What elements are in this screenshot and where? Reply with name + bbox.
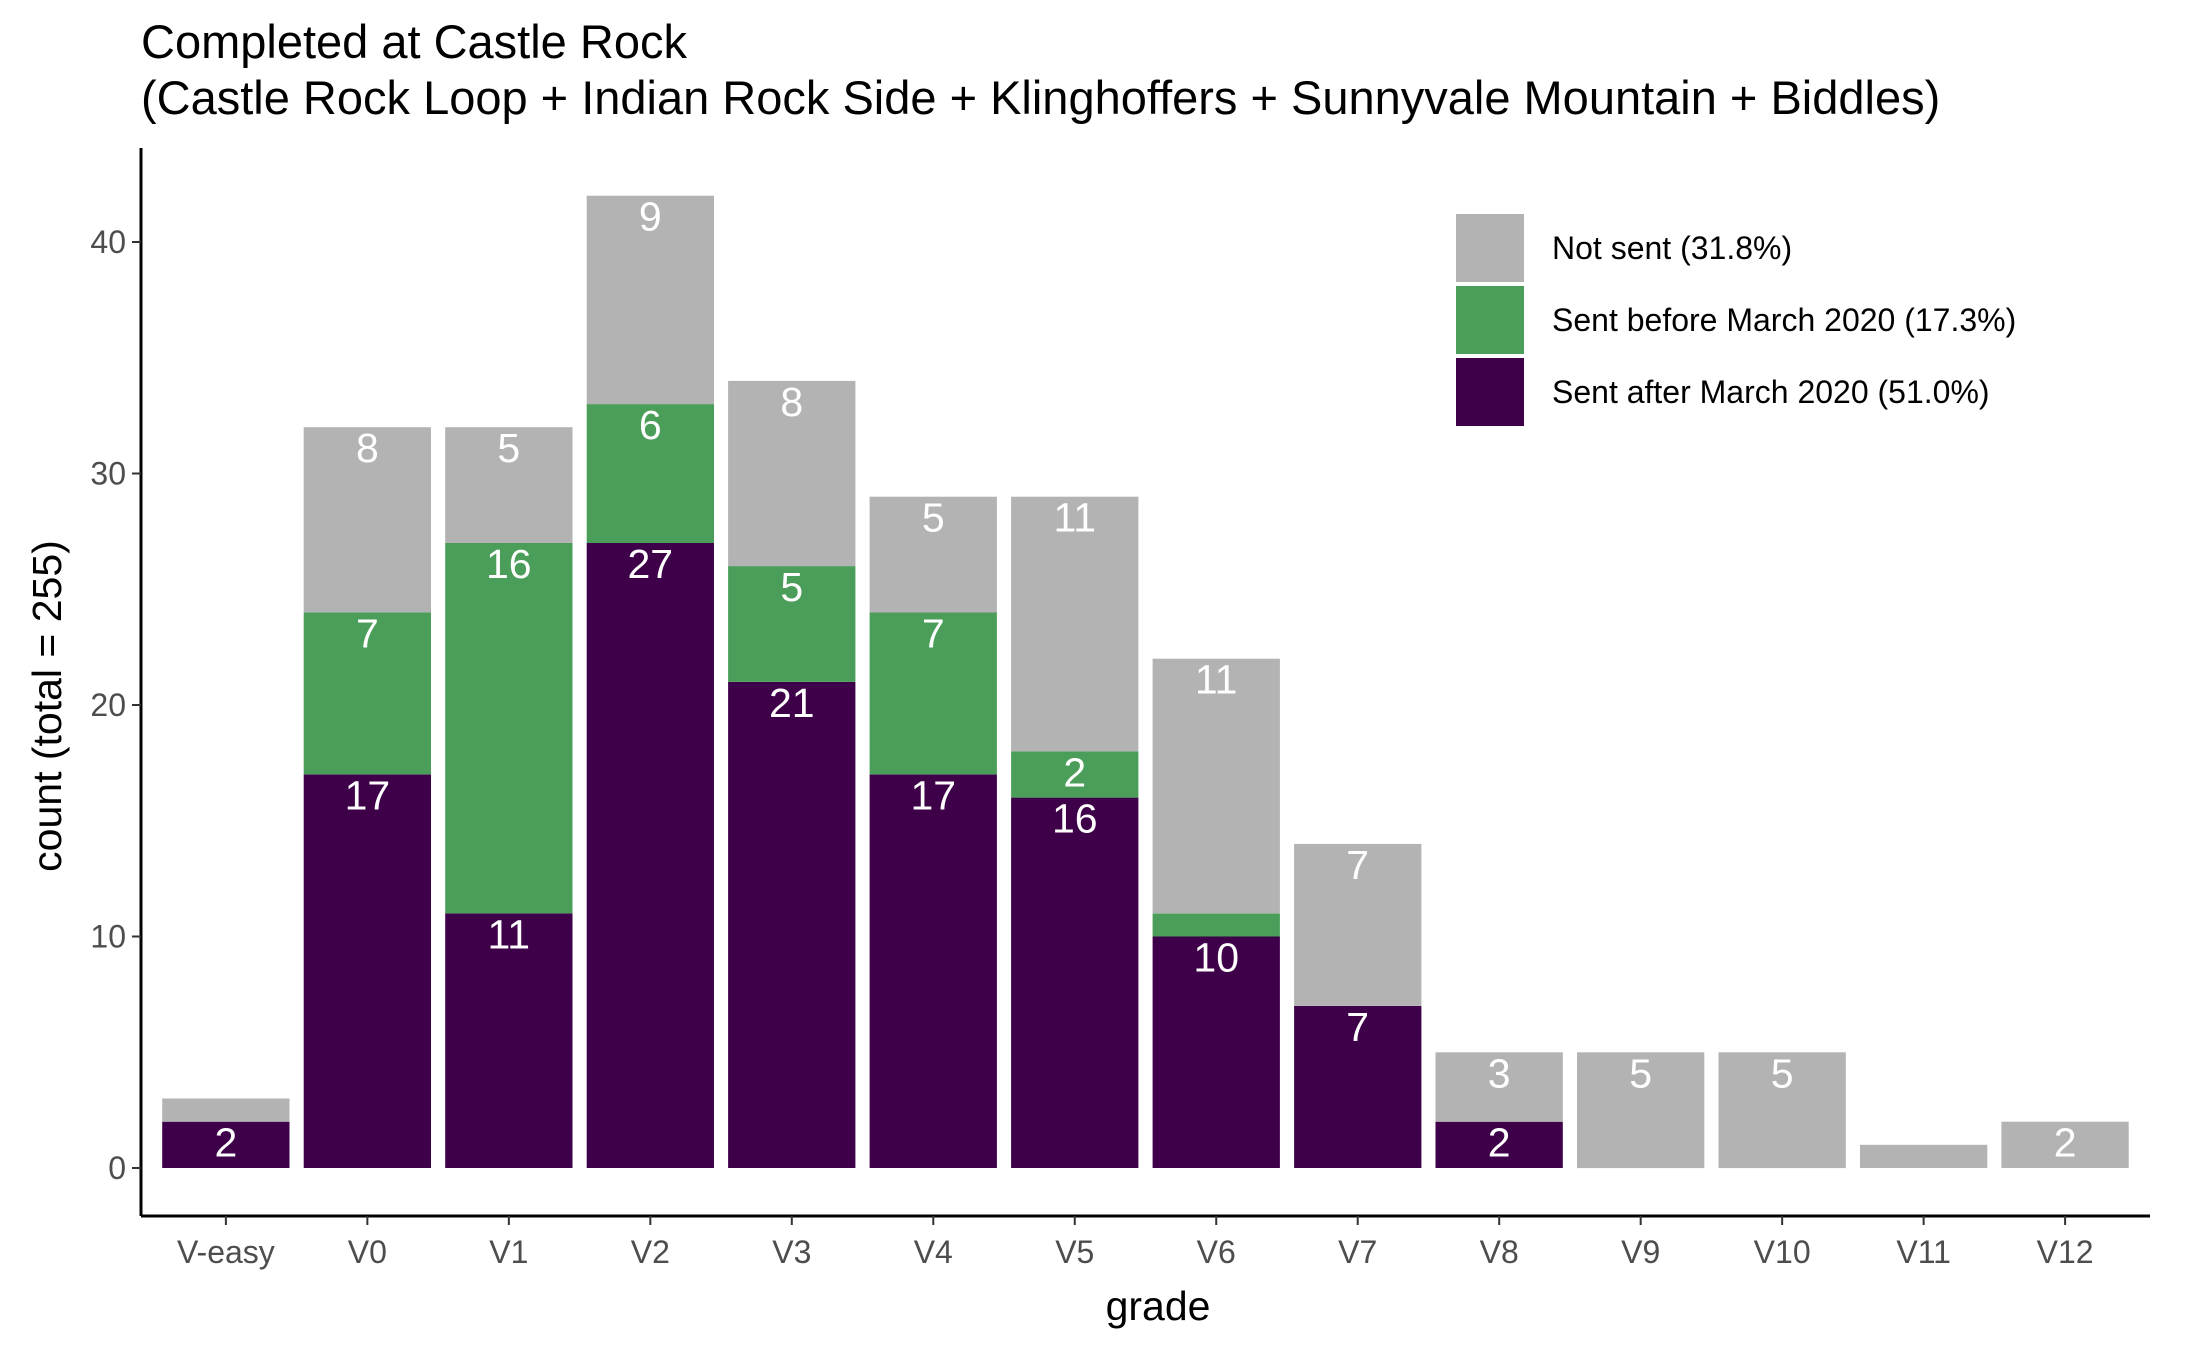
bar-v12-series-2 [2001, 1121, 2129, 1168]
chart-title-line1: Completed at Castle Rock [141, 15, 687, 68]
x-tick-label: V9 [1621, 1234, 1660, 1270]
bar-label: 16 [1052, 796, 1098, 842]
bar-label: 11 [1195, 657, 1238, 703]
bar-label: 16 [486, 541, 532, 587]
bar-v3-series-0 [728, 681, 856, 1168]
y-tick-label: 30 [90, 456, 126, 492]
bar-label: 3 [1488, 1050, 1511, 1096]
bar-label: 7 [356, 610, 379, 656]
bar-label: 11 [488, 911, 531, 957]
bar-v7-series-0 [1294, 1006, 1422, 1168]
bar-label: 5 [497, 425, 520, 471]
bar-v6-series-1 [1152, 913, 1280, 937]
bar-label: 2 [2054, 1120, 2077, 1166]
x-tick-label: V0 [348, 1234, 387, 1270]
legend: Not sent (31.8%) Sent before March 2020 (… [1456, 214, 2016, 426]
x-tick-label: V3 [772, 1234, 811, 1270]
bar-v6-series-2 [1152, 658, 1280, 914]
bar-label: 5 [922, 495, 945, 541]
y-axis-title: count (total = 255) [24, 540, 70, 872]
y-tick-label: 40 [90, 224, 126, 260]
x-tick-label: V-easy [177, 1234, 275, 1270]
y-tick-label: 10 [90, 919, 126, 955]
bar-v2-series-2 [586, 195, 714, 405]
legend-label: Not sent (31.8%) [1552, 230, 1792, 266]
bar-v2-series-1 [586, 404, 714, 543]
bar-v1-series-1 [445, 543, 573, 914]
x-tick-label: V4 [914, 1234, 953, 1270]
bar-label: 11 [1054, 495, 1097, 541]
bar-v1-series-0 [445, 913, 573, 1168]
bar-label: 21 [769, 680, 815, 726]
y-tick-label: 0 [108, 1150, 126, 1186]
bar-label: 8 [780, 379, 803, 425]
bar-v4-series-2 [869, 496, 997, 613]
bar-v-easy-series-2 [162, 1098, 290, 1122]
bar-v5-series-1 [1011, 751, 1139, 798]
bar-v4-series-1 [869, 612, 997, 775]
bar-v8-series-0 [1435, 1121, 1563, 1168]
bar-v0-series-1 [303, 612, 431, 775]
bar-label: 27 [627, 541, 673, 587]
bar-v10-series-2 [1718, 1052, 1846, 1169]
axes-layer: 0 10 20 30 40 V-easy V0 V1 V2 V3 V4 V5 V6 V7 V8 V9 V10 V1… [90, 148, 2150, 1270]
x-tick-label: V11 [1896, 1234, 1951, 1270]
x-tick-label: V6 [1197, 1234, 1236, 1270]
bar-label: 5 [780, 564, 803, 610]
bar-label: 10 [1193, 935, 1239, 981]
x-tick-label: V10 [1754, 1234, 1811, 1270]
bar-v0-series-2 [303, 427, 431, 613]
bar-v6-series-0 [1152, 936, 1280, 1168]
bar-label: 2 [214, 1120, 237, 1166]
bar-label: 5 [1629, 1050, 1652, 1096]
bar-label: 7 [1346, 1004, 1369, 1050]
chart-title: Completed at Castle Rock (Castle Rock Lo… [141, 14, 1940, 126]
y-tick-label: 20 [90, 687, 126, 723]
bar-v7-series-2 [1294, 843, 1422, 1006]
bar-label: 5 [1771, 1050, 1794, 1096]
bar-label: 17 [345, 773, 391, 819]
bar-label: 2 [1063, 749, 1086, 795]
x-tick-label: V5 [1055, 1234, 1094, 1270]
bar-v4-series-0 [869, 774, 997, 1168]
bar-label: 7 [1346, 842, 1369, 888]
bar-v-easy-series-0 [162, 1121, 290, 1168]
x-tick-label: V7 [1338, 1234, 1377, 1270]
bar-v0-series-0 [303, 774, 431, 1168]
bar-v11-series-2 [1860, 1144, 1988, 1168]
bar-v8-series-2 [1435, 1052, 1563, 1122]
bar-v3-series-1 [728, 566, 856, 682]
legend-key [1456, 286, 1524, 354]
chart-subtitle: (Castle Rock Loop + Indian Rock Side + K… [141, 71, 1941, 124]
legend-label: Sent after March 2020 (51.0%) [1552, 374, 1990, 410]
bar-label: 17 [910, 773, 956, 819]
x-tick-label: V1 [489, 1234, 528, 1270]
bars-layer [162, 195, 2129, 1169]
x-tick-label: V12 [2037, 1234, 2094, 1270]
legend-label: Sent before March 2020 (17.3%) [1552, 302, 2016, 338]
legend-key [1456, 214, 1524, 282]
bar-v1-series-2 [445, 427, 573, 543]
legend-key [1456, 358, 1524, 426]
bar-label: 9 [639, 194, 662, 240]
bar-label: 6 [639, 402, 662, 448]
bar-label: 2 [1488, 1120, 1511, 1166]
x-tick-label: V2 [631, 1234, 670, 1270]
bar-v9-series-2 [1577, 1052, 1705, 1169]
bar-v2-series-0 [586, 543, 714, 1168]
x-axis-title: grade [1106, 1283, 1211, 1329]
bar-label: 8 [356, 425, 379, 471]
x-tick-label: V8 [1480, 1234, 1519, 1270]
bar-label: 7 [922, 610, 945, 656]
bar-v3-series-2 [728, 380, 856, 567]
bar-v5-series-2 [1011, 496, 1139, 752]
bar-v5-series-0 [1011, 797, 1139, 1168]
